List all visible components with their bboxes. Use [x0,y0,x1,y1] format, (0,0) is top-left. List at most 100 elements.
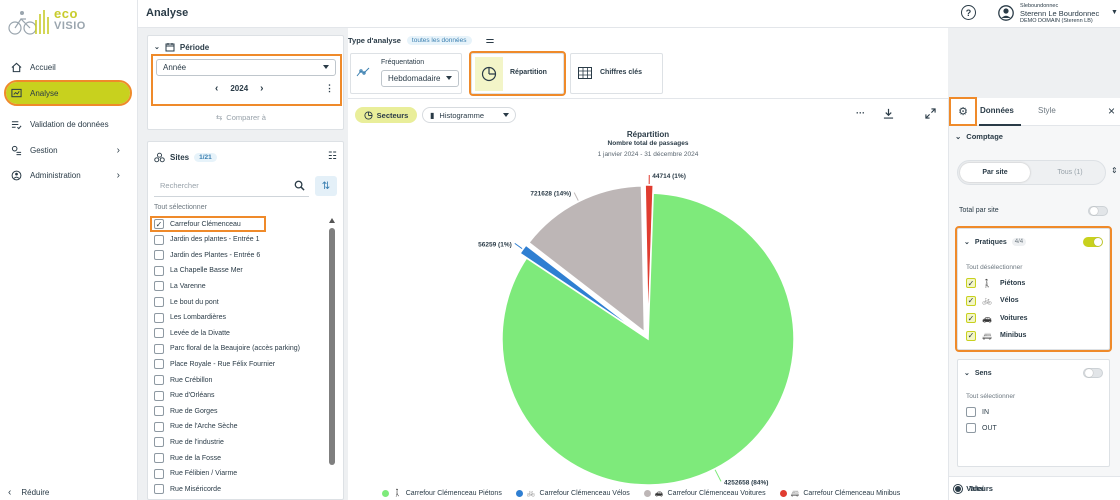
checkbox-icon[interactable] [154,359,164,370]
nav-item-validation[interactable]: Validation de données [6,113,130,135]
analysis-settings-icon[interactable]: ⚌ [485,35,495,46]
search-icon[interactable] [294,180,305,191]
checkbox-icon[interactable] [154,343,164,354]
total-radio-row[interactable]: Total [953,484,984,494]
site-list-item[interactable]: Le bout du pont [154,296,219,308]
checkbox-icon[interactable] [154,484,164,495]
nav-item-administration[interactable]: Administration › [6,164,130,186]
pratiques-header[interactable]: ⌄ Pratiques 4/4 [964,238,1027,246]
comptage-header[interactable]: ⌄ Comptage [955,132,1003,141]
checkbox-icon[interactable] [154,468,164,479]
sens-toggle[interactable] [1083,368,1103,378]
checkbox-checked-icon[interactable]: ✓ [966,330,976,341]
checkbox-checked-icon[interactable]: ✓ [966,278,976,288]
site-list-item[interactable]: Rue de l'industrie [154,436,224,448]
site-list-item[interactable]: Parc floral de la Beaujoire (accès parki… [154,343,300,355]
sens-header[interactable]: ⌄ Sens [964,369,992,378]
site-list-item[interactable]: Jardin des plantes - Entrée 1 [154,234,260,246]
frequentation-select[interactable]: Hebdomadaire [381,70,459,87]
pratique-item[interactable]: ✓ 🚐 Minibus [966,330,1026,341]
histogramme-select[interactable]: ▮ Histogramme [422,107,516,123]
repartition-card[interactable]: Répartition [469,51,566,96]
more-options-icon[interactable]: ··· [856,108,865,118]
nav-item-accueil[interactable]: Accueil [6,56,130,78]
site-list-item[interactable]: Rue Félibien / Viarme [154,468,237,480]
checkbox-icon[interactable] [154,234,164,245]
scroll-thumb[interactable] [329,228,335,465]
gear-icon[interactable]: ⚙ [949,97,977,126]
checkbox-icon[interactable] [154,297,164,307]
select-all-link[interactable]: Tout sélectionner [154,204,207,211]
periode-header[interactable]: ⌄ Période [154,42,209,52]
scroll-arrows-icon[interactable]: ⇕ [1111,166,1118,175]
legend-item[interactable]: 🚐 Carrefour Clémenceau Minibus [779,489,900,497]
site-list-item[interactable]: La Chapelle Basse Mer [154,265,243,277]
tab-donnees[interactable]: Données [980,106,1014,115]
granularity-select[interactable]: Année [156,59,336,76]
site-list-item[interactable]: Rue de Gorges [154,405,217,417]
checkbox-icon[interactable] [154,421,164,432]
collapse-button[interactable]: ‹ Réduire [8,487,49,498]
checkbox-icon[interactable] [154,328,164,339]
pratiques-toggle[interactable] [1083,237,1103,247]
prev-year-button[interactable]: ‹ [215,83,219,94]
nav-item-gestion[interactable]: Gestion › [6,139,130,161]
checkbox-icon[interactable] [154,453,164,463]
expand-icon[interactable] [925,108,936,119]
site-list-item[interactable]: La Varenne [154,280,206,292]
close-icon[interactable]: × [1107,104,1115,118]
user-menu[interactable]: Sleboundonnec Sterenn Le Bourdonnec DEMO… [998,3,1118,25]
checkbox-icon[interactable] [154,375,164,385]
legend-item[interactable]: 🚗 Carrefour Clémenceau Voitures [643,489,766,497]
checkbox-icon[interactable] [154,390,164,401]
tab-style[interactable]: Style [1038,106,1056,115]
site-list-item[interactable]: ✓ Carrefour Clémenceau [150,216,266,232]
next-year-button[interactable]: › [260,83,264,94]
site-list-item[interactable]: Rue Crébillon [154,374,212,386]
checkbox-icon[interactable] [966,423,976,433]
checkbox-icon[interactable] [154,312,164,323]
checkbox-icon[interactable] [154,281,164,292]
pratique-item[interactable]: ✓ 🚶 Piétons [966,278,1025,288]
compare-button[interactable]: ⇆ Comparer à [216,113,266,122]
legend-item[interactable]: 🚶 Carrefour Clémenceau Piétons [382,489,502,497]
frequentation-card[interactable]: Fréquentation Hebdomadaire [350,53,462,94]
site-list-item[interactable]: Levée de la Divatte [154,327,230,339]
site-list-item[interactable]: Rue de l'Arche Sèche [154,421,238,433]
pie-slice[interactable] [501,192,795,486]
par-site-option[interactable]: Par site [960,163,1030,182]
kebab-menu-icon[interactable]: ⋮ [325,83,334,93]
pratique-item[interactable]: ✓ 🚗 Voitures [966,313,1028,323]
checkbox-icon[interactable] [154,265,164,276]
pie-slice[interactable] [518,244,642,335]
help-button[interactable]: ? [961,5,976,20]
sites-scrollbar[interactable] [329,218,335,468]
pie-slice[interactable] [644,184,654,332]
pratique-item[interactable]: ✓ 🚲 Vélos [966,295,1019,306]
checkbox-checked-icon[interactable]: ✓ [966,295,976,306]
checkbox-checked-icon[interactable]: ✓ [154,219,164,229]
sens-item[interactable]: IN [966,407,989,417]
sort-button[interactable]: ⇅ [315,176,337,196]
site-list-item[interactable]: Rue d'Orléans [154,390,215,402]
checkbox-checked-icon[interactable]: ✓ [966,313,976,323]
nav-item-analyse[interactable]: Analyse [4,80,132,106]
total-par-site-toggle[interactable] [1088,206,1108,216]
deselect-all-link[interactable]: Tout désélectionner [966,264,1023,271]
tous-option[interactable]: Tous (1) [1036,163,1104,182]
checkbox-icon[interactable] [154,406,164,417]
checkbox-icon[interactable] [966,407,976,417]
site-list-item[interactable]: Place Royale - Rue Félix Fournier [154,358,275,370]
filter-settings-icon[interactable]: ☷ [328,151,337,162]
checkbox-icon[interactable] [154,250,164,261]
sites-search-input[interactable]: Rechercher [154,175,309,197]
site-list-item[interactable]: Jardin des Plantes - Entrée 6 [154,249,260,261]
pie-slice[interactable] [527,185,646,334]
filter-chip[interactable]: toutes les données [406,36,472,45]
scroll-up-icon[interactable] [329,218,335,223]
chiffres-cles-card[interactable]: Chiffres clés [570,53,663,94]
legend-item[interactable]: 🚲 Carrefour Clémenceau Vélos [515,489,630,497]
download-icon[interactable] [883,108,894,119]
site-list-item[interactable]: Rue Miséricorde [154,483,221,495]
sens-item[interactable]: OUT [966,423,997,433]
